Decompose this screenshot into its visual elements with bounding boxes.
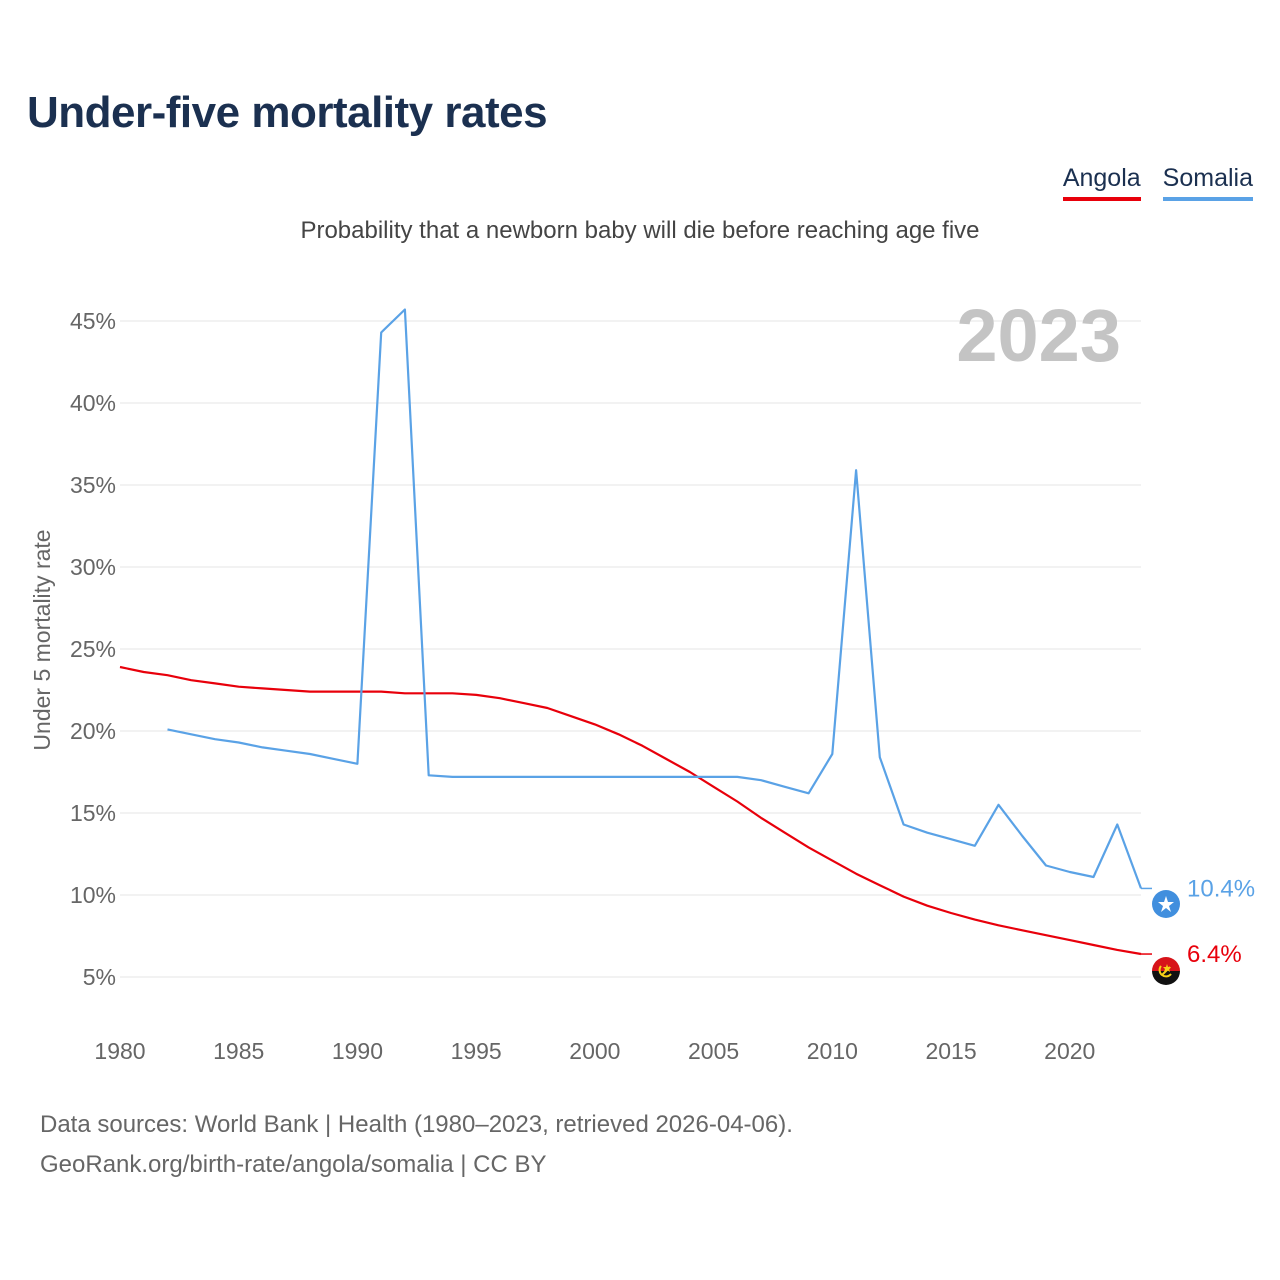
x-tick-label: 2020 [1044, 1038, 1095, 1064]
y-tick-label: 5% [83, 964, 116, 990]
x-tick-label: 1995 [451, 1038, 502, 1064]
footer: Data sources: World Bank | Health (1980–… [40, 1105, 793, 1185]
x-tick-label: 2015 [925, 1038, 976, 1064]
end-label-angola: 6.4% [1187, 941, 1242, 968]
y-tick-label: 35% [70, 472, 116, 498]
angola-flag-icon [1152, 957, 1180, 985]
y-tick-label: 20% [70, 718, 116, 744]
legend: Angola Somalia [1062, 164, 1253, 201]
y-tick-label: 15% [70, 800, 116, 826]
x-axis-ticks: 1980 1985 1990 1995 2000 2005 2010 2015 2020 [94, 1038, 1095, 1064]
somalia-flag-icon [1152, 890, 1180, 918]
chart-subtitle: Probability that a newborn baby will die… [300, 217, 980, 244]
legend-item-somalia[interactable]: Somalia [1162, 164, 1253, 201]
source-link[interactable]: GeoRank.org/birth-rate/angola/somalia | … [40, 1151, 547, 1178]
legend-item-angola[interactable]: Angola [1062, 164, 1141, 201]
x-tick-label: 2000 [569, 1038, 620, 1064]
end-label-somalia: 10.4% [1187, 875, 1255, 902]
year-watermark: 2023 [956, 294, 1121, 377]
x-tick-label: 1990 [332, 1038, 383, 1064]
grid-lines [120, 320, 1141, 978]
y-axis-ticks: 5% 10% 15% 20% 25% 30% 35% 40% 45% [70, 308, 116, 990]
end-markers: 6.4% 10.4% [1141, 875, 1255, 985]
y-tick-label: 30% [70, 554, 116, 580]
series-line-somalia[interactable] [167, 308, 1143, 889]
x-tick-label: 1985 [213, 1038, 264, 1064]
y-tick-label: 40% [70, 390, 116, 416]
y-axis-title: Under 5 mortality rate [29, 529, 55, 750]
x-tick-label: 1980 [94, 1038, 145, 1064]
series-lines [119, 308, 1143, 956]
y-tick-label: 45% [70, 308, 116, 334]
data-source-note: Data sources: World Bank | Health (1980–… [40, 1111, 793, 1138]
chart-title: Under-five mortality rates [27, 88, 548, 137]
series-line-angola[interactable] [119, 665, 1142, 956]
x-tick-label: 2005 [688, 1038, 739, 1064]
x-tick-label: 2010 [807, 1038, 858, 1064]
y-tick-label: 10% [70, 882, 116, 908]
y-tick-label: 25% [70, 636, 116, 662]
